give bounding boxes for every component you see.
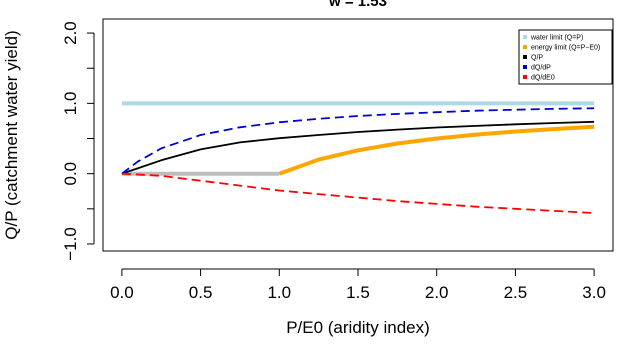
legend-label: dQ/dE0 bbox=[531, 75, 555, 82]
x-axis-label: P/E0 (aridity index) bbox=[286, 318, 430, 337]
series-line-5 bbox=[121, 172, 595, 214]
x-tick-label: 0.5 bbox=[189, 283, 213, 302]
chart-title: w = 1.53 bbox=[328, 0, 387, 10]
x-tick-label: 2.5 bbox=[504, 283, 528, 302]
legend-swatch bbox=[523, 75, 527, 79]
x-tick-label: 2.0 bbox=[425, 283, 449, 302]
y-tick-label: 1.0 bbox=[61, 92, 80, 116]
plot-frame bbox=[102, 18, 614, 252]
legend-label: energy limit (Q=P−E0) bbox=[531, 45, 600, 52]
x-axis: 0.0 0.5 1.0 1.5 2.0 2.5 3.0 bbox=[110, 268, 606, 302]
legend-swatch bbox=[523, 35, 527, 39]
y-tick-label: 0.0 bbox=[61, 162, 80, 186]
legend-swatch bbox=[523, 65, 527, 69]
y-tick-label: −1.0 bbox=[61, 227, 80, 261]
x-tick-label: 1.5 bbox=[346, 283, 370, 302]
series-line-2 bbox=[278, 124, 595, 176]
series-line-3 bbox=[121, 120, 595, 175]
x-tick-label: 1.0 bbox=[267, 283, 291, 302]
y-axis: −1.0 0.0 1.0 2.0 bbox=[61, 21, 95, 261]
legend-swatch bbox=[523, 45, 527, 49]
legend: water limit (Q=P) energy limit (Q=P−E0) Q/… bbox=[518, 29, 613, 85]
x-tick-label: 3.0 bbox=[582, 283, 606, 302]
legend-label: dQ/dP bbox=[531, 65, 551, 72]
y-tick-label: 2.0 bbox=[61, 21, 80, 45]
plot-layer bbox=[121, 101, 595, 214]
legend-label: water limit (Q=P) bbox=[530, 35, 583, 42]
y-axis-label: Q/P (catchment water yield) bbox=[2, 30, 21, 239]
legend-label: Q/P bbox=[531, 55, 543, 62]
series-line-4 bbox=[121, 107, 595, 175]
legend-box bbox=[518, 29, 613, 85]
legend-swatch bbox=[523, 55, 527, 59]
x-tick-label: 0.0 bbox=[110, 283, 134, 302]
